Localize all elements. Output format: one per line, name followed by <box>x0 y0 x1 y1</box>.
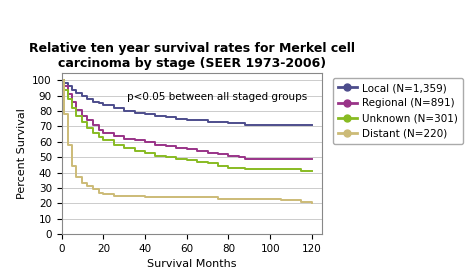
Legend: Local (N=1,359), Regional (N=891), Unknown (N=301), Distant (N=220): Local (N=1,359), Regional (N=891), Unkno… <box>333 78 463 144</box>
X-axis label: Survival Months: Survival Months <box>147 259 237 269</box>
Text: p<0.05 between all staged groups: p<0.05 between all staged groups <box>127 92 307 102</box>
Title: Relative ten year survival rates for Merkel cell
carcinoma by stage (SEER 1973-2: Relative ten year survival rates for Mer… <box>29 42 355 70</box>
Y-axis label: Percent Survival: Percent Survival <box>17 108 27 199</box>
